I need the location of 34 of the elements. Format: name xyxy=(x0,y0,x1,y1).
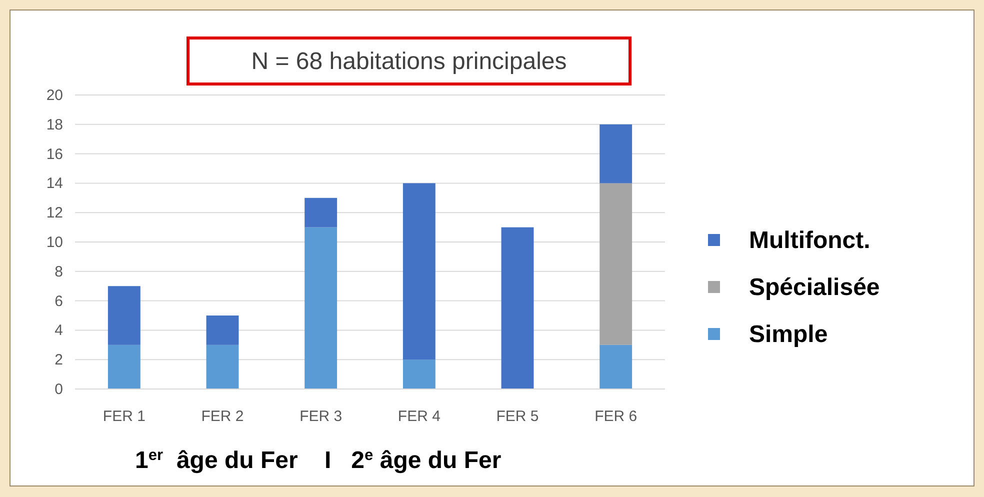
y-tick-label: 0 xyxy=(54,381,63,398)
x-tick-label: FER 6 xyxy=(594,408,638,425)
bar xyxy=(304,227,338,389)
x-tick-label: FER 1 xyxy=(102,408,146,425)
y-tick-label: 18 xyxy=(46,116,63,134)
bar xyxy=(600,344,632,389)
y-tick-label: 10 xyxy=(46,234,63,251)
x-tick-label: FER 5 xyxy=(496,408,539,425)
y-tick-label: 16 xyxy=(46,146,63,163)
y-tick-label: 6 xyxy=(54,292,63,310)
bar xyxy=(600,124,632,184)
bar xyxy=(402,183,436,360)
bar xyxy=(206,344,239,389)
chart-title: N = 68 habitations principales xyxy=(251,48,567,75)
bar xyxy=(600,183,632,345)
text: 1$^{er}$ âge du Fer I 2$^{e}$ âge du Fer xyxy=(135,446,502,474)
x-tick-label: FER 3 xyxy=(300,408,342,425)
x-tick-label: FER 2 xyxy=(201,408,244,425)
legend-label: Simple xyxy=(749,321,828,348)
bar xyxy=(402,360,436,389)
y-tick-label: 20 xyxy=(46,87,63,104)
bar xyxy=(108,344,140,389)
x-tick-label: FER 4 xyxy=(398,408,440,425)
bar xyxy=(501,227,534,389)
y-tick-label: 14 xyxy=(46,175,63,192)
y-tick-label: 8 xyxy=(54,263,63,280)
y-tick-label: 4 xyxy=(54,322,63,340)
bar xyxy=(304,198,338,228)
bar xyxy=(108,286,140,345)
legend-label: Spécialisée xyxy=(749,274,880,301)
y-tick-label: 12 xyxy=(46,204,63,222)
legend-label: Multifonct. xyxy=(749,227,870,254)
y-tick-label: 2 xyxy=(54,352,63,369)
bar xyxy=(206,316,239,345)
